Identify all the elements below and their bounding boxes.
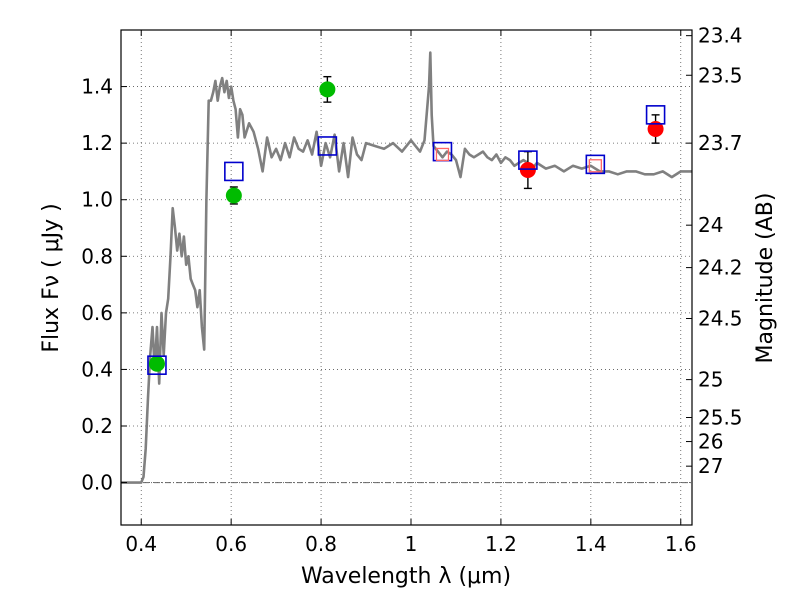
- photometry-layer: [147, 75, 666, 375]
- y-axis-ticks: 0.0 0.2 0.4 0.6 0.8 1.0 1.2 1.4: [81, 75, 127, 495]
- y2-tick-label: 23.7: [698, 131, 743, 155]
- x-axis-label: Wavelength λ (μm): [301, 564, 511, 589]
- y-axis-label: Flux Fν ( μJy ): [39, 203, 64, 352]
- photometry-point: [519, 162, 536, 179]
- y-tick-label: 1.4: [81, 75, 113, 99]
- x-axis-ticks: 0.4 0.6 0.8 1 1.2 1.4 1.6: [125, 30, 697, 556]
- y-tick-label: 0.2: [81, 414, 113, 438]
- plot-frame: [120, 29, 693, 526]
- photometry-point: [319, 81, 336, 98]
- x-tick-label: 0.4: [125, 532, 157, 556]
- model-flux-square-alt: [588, 159, 602, 173]
- photometry-point: [225, 187, 242, 204]
- grid: [121, 30, 692, 525]
- y-tick-label: 0.4: [81, 357, 113, 381]
- photometry-point: [647, 121, 664, 137]
- model-flux-square: [224, 161, 244, 182]
- model-flux-square: [585, 154, 606, 175]
- y-tick-label: 0.6: [81, 301, 113, 325]
- x-tick-label: 0.8: [305, 532, 337, 556]
- x-tick-label: 1.4: [575, 532, 607, 556]
- y2-tick-label: 23.4: [698, 24, 743, 48]
- x-tick-label: 1.2: [485, 532, 517, 556]
- y2-tick-label: 25.5: [698, 406, 743, 430]
- y2-axis-label: Magnitude (AB): [753, 193, 778, 364]
- y-tick-label: 0.0: [81, 471, 113, 495]
- x-tick-label: 0.6: [215, 532, 247, 556]
- y2-tick-label: 27: [698, 454, 723, 478]
- sed-model-line: [121, 51, 692, 484]
- model-flux-square: [518, 150, 538, 170]
- model-flux-square: [147, 355, 167, 375]
- y2-tick-label: 24.5: [698, 307, 743, 331]
- model-flux-square-alt: [435, 147, 450, 162]
- y-tick-label: 1.2: [81, 131, 113, 155]
- y2-tick-label: 23.5: [698, 63, 743, 87]
- model-flux-square: [645, 105, 666, 125]
- y2-tick-label: 26: [698, 430, 723, 454]
- y-tick-label: 1.0: [81, 188, 113, 212]
- sed-model-layer: [121, 51, 692, 484]
- x-tick-label: 1.6: [665, 532, 697, 556]
- y-tick-label: 0.8: [81, 244, 113, 268]
- model-flux-square: [317, 136, 338, 156]
- photometry-point: [148, 355, 165, 372]
- y2-tick-label: 25: [698, 368, 723, 392]
- x-tick-label: 1: [405, 532, 418, 556]
- y2-tick-label: 24.2: [698, 256, 743, 280]
- y2-tick-label: 24: [698, 213, 723, 237]
